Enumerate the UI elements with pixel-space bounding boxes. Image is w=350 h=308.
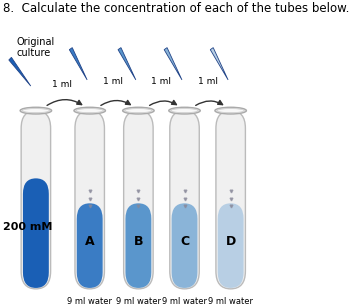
Text: Original
culture: Original culture	[17, 37, 55, 59]
Ellipse shape	[171, 109, 198, 113]
Text: 9 ml water: 9 ml water	[208, 297, 253, 306]
Ellipse shape	[125, 109, 152, 113]
Text: B: B	[134, 235, 143, 248]
Ellipse shape	[76, 109, 103, 113]
Polygon shape	[164, 48, 182, 80]
FancyBboxPatch shape	[125, 203, 151, 288]
Text: 1 ml: 1 ml	[103, 77, 123, 86]
Text: D: D	[225, 235, 236, 248]
Text: 1 ml: 1 ml	[51, 80, 71, 89]
Text: 8.  Calculate the concentration of each of the tubes below. (6: 8. Calculate the concentration of each o…	[2, 2, 350, 14]
Text: 9 ml water: 9 ml water	[162, 297, 207, 306]
Polygon shape	[118, 48, 136, 80]
FancyBboxPatch shape	[77, 203, 103, 288]
Ellipse shape	[169, 107, 200, 114]
Ellipse shape	[217, 109, 244, 113]
Text: 1 ml: 1 ml	[198, 77, 218, 86]
FancyBboxPatch shape	[124, 111, 153, 289]
Text: 9 ml water: 9 ml water	[116, 297, 161, 306]
Text: A: A	[85, 235, 94, 248]
Ellipse shape	[215, 107, 246, 114]
Ellipse shape	[22, 109, 49, 113]
FancyBboxPatch shape	[75, 111, 104, 289]
FancyBboxPatch shape	[23, 178, 49, 288]
FancyBboxPatch shape	[218, 203, 244, 288]
Text: C: C	[180, 235, 189, 248]
FancyBboxPatch shape	[21, 111, 51, 289]
Text: 9 ml water: 9 ml water	[67, 297, 112, 306]
Polygon shape	[9, 57, 31, 86]
FancyBboxPatch shape	[216, 111, 245, 289]
FancyBboxPatch shape	[172, 203, 197, 288]
Ellipse shape	[20, 107, 52, 114]
Text: 200 mM: 200 mM	[2, 222, 52, 233]
Ellipse shape	[122, 107, 154, 114]
Text: 1 ml: 1 ml	[152, 77, 172, 86]
FancyBboxPatch shape	[170, 111, 199, 289]
Ellipse shape	[74, 107, 105, 114]
Polygon shape	[69, 48, 87, 80]
Polygon shape	[210, 48, 228, 80]
